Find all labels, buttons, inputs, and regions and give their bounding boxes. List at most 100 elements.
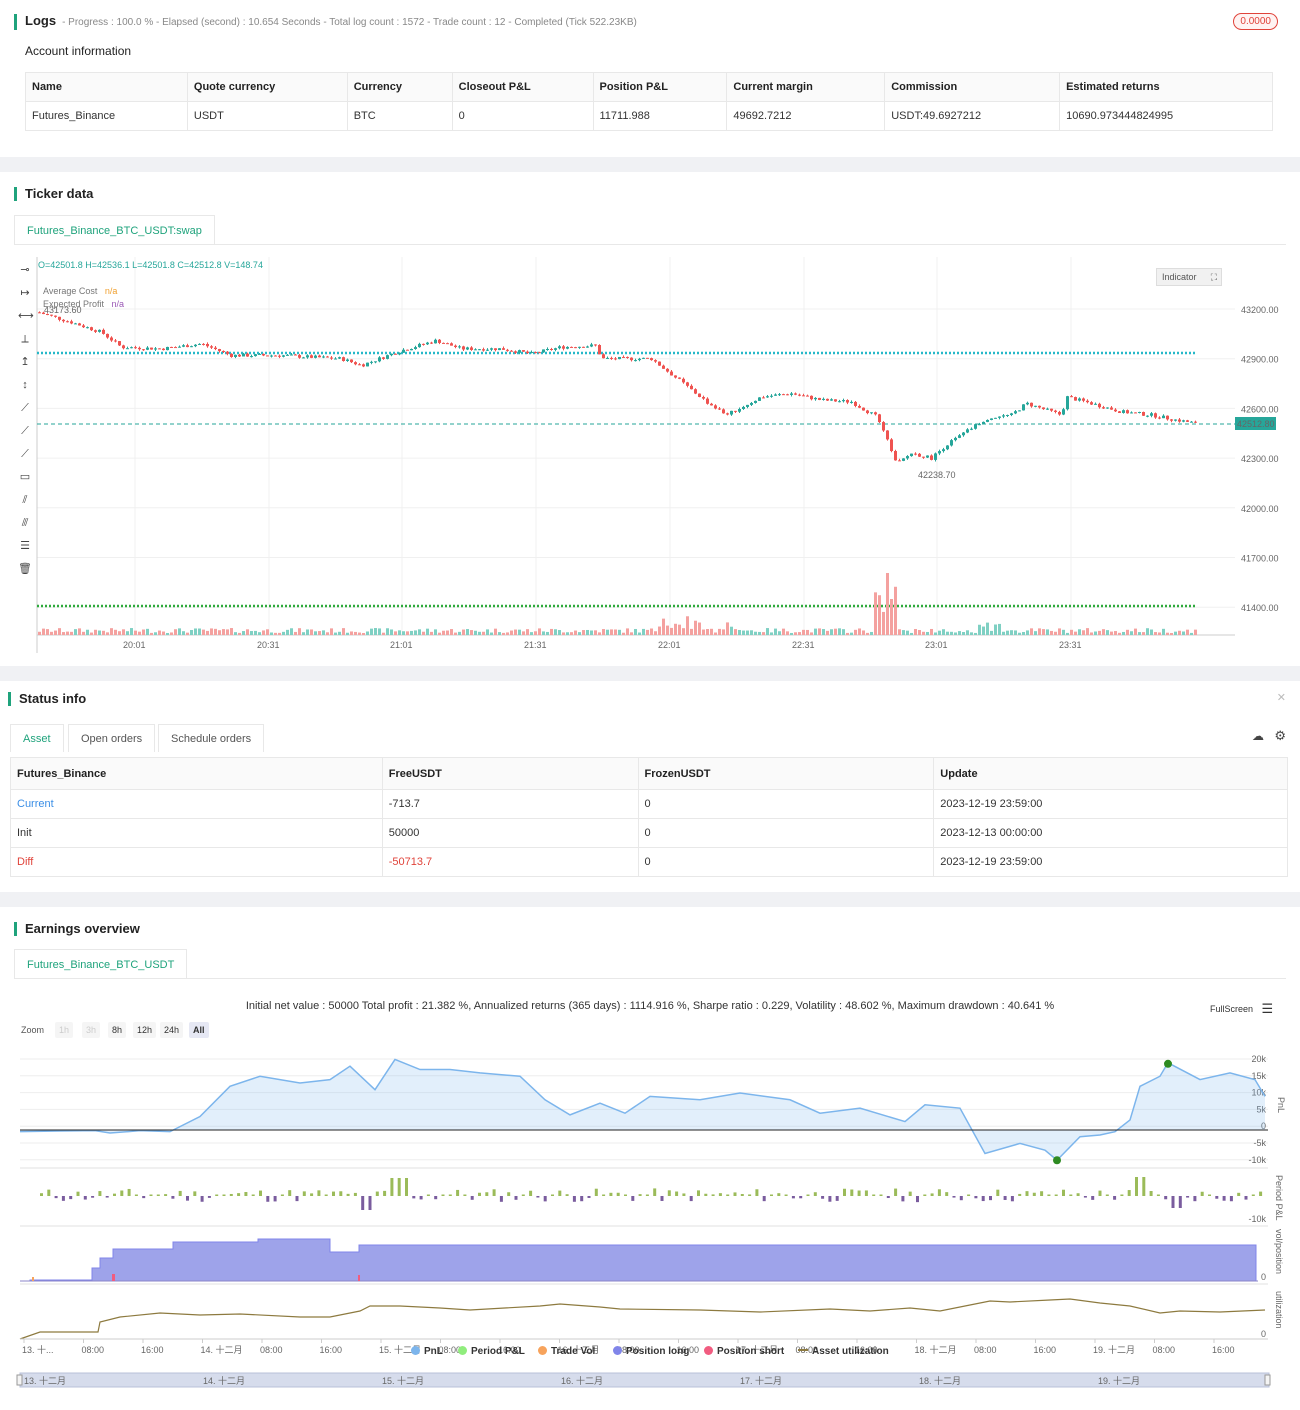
candle: [1174, 419, 1177, 421]
trash-icon[interactable]: 🗑: [18, 563, 32, 575]
volume-bar: [790, 632, 793, 635]
y-tick-label: 42000.00: [1241, 504, 1279, 514]
candle: [646, 357, 649, 359]
trend-line-icon[interactable]: ⟋: [21, 402, 29, 414]
period-pnl-bar: [799, 1196, 803, 1199]
segment-line-icon[interactable]: ⟋: [21, 448, 29, 460]
volume-bar: [830, 629, 833, 635]
close-icon[interactable]: ✕: [1276, 692, 1286, 704]
period-pnl-bar: [1083, 1196, 1087, 1198]
x-tick-label: 08:00: [974, 1345, 997, 1355]
volume-bar: [1086, 628, 1089, 635]
column-header: Quote currency: [186, 72, 348, 102]
zoom-button-1h[interactable]: 1h: [55, 1022, 74, 1038]
candle: [746, 404, 749, 407]
navigator-handle-right[interactable]: [1264, 1374, 1271, 1386]
vertical-ray-icon[interactable]: ↥: [20, 356, 30, 368]
low-price-label: 42238.70: [918, 470, 956, 480]
period-pnl-bar: [806, 1194, 810, 1196]
fibonacci-icon[interactable]: ⫻: [21, 517, 29, 529]
period-pnl-bar: [419, 1196, 423, 1200]
candle: [930, 455, 933, 460]
period-pnl-bar: [273, 1196, 277, 1202]
ray-line-icon[interactable]: ⟋: [21, 425, 29, 437]
tab-asset[interactable]: Asset: [10, 724, 64, 752]
period-pnl-bar: [937, 1189, 941, 1196]
candle: [658, 361, 661, 366]
price-label-icon[interactable]: ▭: [19, 471, 31, 483]
volume-bar: [606, 629, 609, 635]
zoom-button-12h[interactable]: 12h: [133, 1022, 157, 1038]
period-pnl-bar: [572, 1196, 576, 1202]
menu-icon[interactable]: ☰: [1261, 1001, 1274, 1016]
candle: [554, 348, 557, 350]
candle: [514, 351, 517, 353]
ticker-tab[interactable]: Futures_Binance_BTC_USDT:swap: [14, 215, 215, 245]
cloud-download-icon[interactable]: ☁: [1252, 729, 1264, 743]
candle: [1082, 398, 1085, 401]
period-pnl-bar: [886, 1196, 890, 1199]
table-cell: USDT: [186, 101, 348, 131]
ticker-tab-line: [14, 244, 1286, 245]
volume-bar: [786, 631, 789, 635]
candle: [534, 352, 537, 354]
candle: [490, 348, 493, 350]
legend-pnl[interactable]: PnL: [411, 1346, 443, 1357]
candle: [710, 403, 713, 406]
logs-badge[interactable]: 0.0000: [1233, 13, 1278, 30]
grid-lines-icon[interactable]: ☰: [20, 540, 30, 552]
volume-bar: [810, 632, 813, 635]
legend-position-long[interactable]: Position long: [613, 1346, 689, 1357]
candle: [178, 346, 181, 348]
candle: [942, 449, 945, 452]
candle: [314, 355, 317, 358]
period-pnl-bar: [675, 1191, 679, 1196]
indicator-button[interactable]: Indicator ⛶: [1156, 268, 1222, 286]
candle: [578, 346, 581, 348]
gear-icon[interactable]: ⚙: [1274, 728, 1286, 743]
period-pnl-bar: [178, 1190, 182, 1196]
candle: [458, 346, 461, 348]
y-tick-label: 42300.00: [1241, 454, 1279, 464]
legend-period-p-l[interactable]: Period P&L: [458, 1346, 525, 1357]
vertical-line-icon[interactable]: ⟂: [21, 333, 29, 345]
earnings-chart[interactable]: 20k 15k 10k 5k 0 -5k -10k PnL -10k Period P&L 0 vol…: [0, 907, 1300, 1410]
zoom-button-24h[interactable]: 24h: [160, 1022, 184, 1038]
legend-asset-utilization[interactable]: Asset utilization: [798, 1346, 889, 1357]
candle: [1018, 410, 1021, 412]
period-pnl-bar: [631, 1196, 635, 1201]
zoom-button-3h[interactable]: 3h: [82, 1022, 101, 1038]
candle: [610, 357, 613, 359]
vertical-segment-icon[interactable]: ↕: [22, 379, 28, 391]
horizontal-segment-icon[interactable]: ⟷: [18, 310, 34, 322]
candlestick-chart[interactable]: 43200.00 42900.00 42600.00 42300.00 42000.00…: [0, 172, 1300, 666]
volume-bar: [750, 630, 753, 635]
horizontal-ray-icon[interactable]: ↦: [20, 287, 30, 299]
candle: [62, 319, 65, 322]
pnl-tick-label: -10k: [1248, 1155, 1266, 1165]
candle: [1006, 415, 1009, 417]
candle: [42, 312, 45, 315]
expand-icon[interactable]: ⛶: [1210, 272, 1217, 282]
tab-schedule-orders[interactable]: Schedule orders: [158, 724, 265, 752]
candle: [810, 395, 813, 400]
tab-open-orders[interactable]: Open orders: [68, 724, 156, 752]
legend-trade-vol[interactable]: Trade Vol: [538, 1346, 595, 1357]
position-long-area: [29, 1238, 1257, 1282]
period-axis-label: Period P&L: [1274, 1175, 1284, 1221]
candle: [914, 453, 917, 455]
candle: [402, 349, 405, 353]
period-pnl-bar: [587, 1196, 591, 1198]
navigator-handle-left[interactable]: [16, 1374, 23, 1386]
candle: [334, 358, 337, 360]
period-pnl-bar: [821, 1196, 825, 1199]
candle: [426, 342, 429, 345]
volume-bar: [350, 631, 353, 635]
horizontal-line-icon[interactable]: ⊸: [20, 264, 30, 276]
zoom-button-8h[interactable]: 8h: [108, 1022, 127, 1038]
parallel-channel-icon[interactable]: ⫽: [22, 494, 28, 506]
fullscreen-button[interactable]: FullScreen ☰: [1210, 1001, 1274, 1016]
earnings-tab[interactable]: Futures_Binance_BTC_USDT: [14, 949, 188, 979]
zoom-button-All[interactable]: All: [189, 1022, 209, 1038]
legend-position-short[interactable]: Position short: [704, 1346, 784, 1357]
